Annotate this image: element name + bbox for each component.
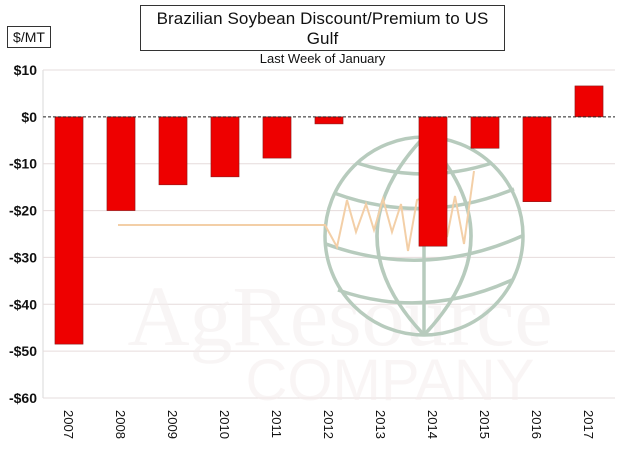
x-tick-label: 2009 — [165, 410, 180, 439]
bar-2012 — [314, 116, 344, 125]
y-tick-label: -$50 — [9, 343, 37, 359]
watermark: AgResource COMPANY — [118, 135, 553, 413]
bar-2009 — [158, 116, 188, 186]
y-tick-label: -$10 — [9, 156, 37, 172]
y-tick-label: $10 — [14, 62, 38, 78]
watermark-text-2: COMPANY — [246, 348, 535, 413]
y-tick-label: $0 — [21, 109, 37, 125]
x-tick-label: 2012 — [321, 410, 336, 439]
bar-2007 — [54, 116, 84, 345]
y-tick-label: -$60 — [9, 390, 37, 406]
bar-2011 — [262, 116, 292, 159]
x-tick-label: 2013 — [373, 410, 388, 439]
bar-2015 — [470, 116, 500, 149]
x-tick-label: 2008 — [113, 410, 128, 439]
bar-2014 — [418, 116, 448, 247]
x-tick-label: 2016 — [529, 410, 544, 439]
chart-title-box: Brazilian Soybean Discount/Premium to US… — [140, 5, 505, 66]
x-tick-label: 2017 — [581, 410, 596, 439]
bar-2008 — [106, 116, 136, 211]
y-tick-label: -$20 — [9, 203, 37, 219]
chart-subtitle: Last Week of January — [259, 51, 386, 66]
y-axis: $10 $0 -$10 -$20 -$30 -$40 -$50 -$60 — [9, 62, 37, 406]
bars — [54, 85, 604, 345]
x-tick-label: 2010 — [217, 410, 232, 439]
y-tick-label: -$40 — [9, 296, 37, 312]
x-tick-label: 2014 — [425, 410, 440, 439]
bar-2017 — [574, 85, 604, 118]
x-axis: 2007 2008 2009 2010 2011 2012 2013 2014 2015 2016… — [61, 410, 596, 439]
chart-title: Brazilian Soybean Discount/Premium to US… — [156, 9, 489, 48]
bar-2010 — [210, 116, 240, 178]
y-axis-unit-label: $/MT — [7, 26, 51, 48]
x-tick-label: 2011 — [269, 410, 284, 438]
y-tick-label: -$30 — [9, 249, 37, 265]
bar-2016 — [522, 116, 552, 202]
x-tick-label: 2015 — [477, 410, 492, 439]
x-tick-label: 2007 — [61, 410, 76, 439]
